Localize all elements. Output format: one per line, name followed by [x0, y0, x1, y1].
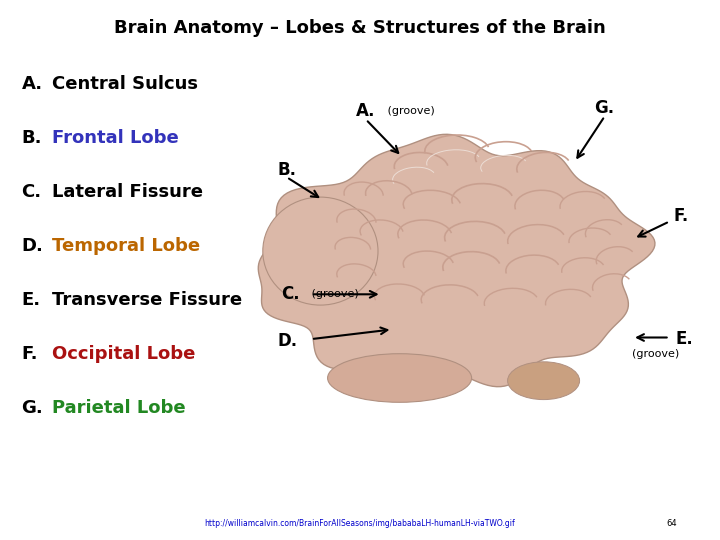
Text: B.: B.: [277, 161, 296, 179]
Text: Brain Anatomy – Lobes & Structures of the Brain: Brain Anatomy – Lobes & Structures of th…: [114, 19, 606, 37]
Text: F.: F.: [673, 207, 688, 225]
Text: A.: A.: [22, 75, 42, 93]
Text: A.: A.: [356, 102, 376, 120]
Text: Central Sulcus: Central Sulcus: [52, 75, 198, 93]
Text: Frontal Lobe: Frontal Lobe: [52, 129, 179, 147]
Text: G.: G.: [594, 99, 614, 117]
Text: (groove): (groove): [308, 289, 359, 299]
Text: (groove): (groove): [632, 349, 680, 359]
Text: E.: E.: [22, 291, 41, 309]
Ellipse shape: [328, 354, 472, 402]
Ellipse shape: [508, 362, 580, 400]
Text: G.: G.: [22, 399, 43, 417]
Ellipse shape: [263, 197, 378, 305]
Text: Temporal Lobe: Temporal Lobe: [52, 237, 200, 255]
Text: B.: B.: [22, 129, 42, 147]
Text: D.: D.: [22, 237, 43, 255]
Text: Parietal Lobe: Parietal Lobe: [52, 399, 186, 417]
Text: F.: F.: [22, 345, 38, 363]
Text: Occipital Lobe: Occipital Lobe: [52, 345, 195, 363]
Text: D.: D.: [277, 332, 297, 350]
Text: 64: 64: [666, 519, 677, 528]
Text: http://williamcalvin.com/BrainForAllSeasons/img/bababaLH-humanLH-viaTWO.gif: http://williamcalvin.com/BrainForAllSeas…: [204, 519, 516, 528]
Text: Transverse Fissure: Transverse Fissure: [52, 291, 242, 309]
Text: C.: C.: [281, 285, 300, 303]
PathPatch shape: [258, 134, 655, 387]
Text: E.: E.: [675, 330, 693, 348]
Text: (groove): (groove): [384, 106, 434, 116]
Text: Lateral Fissure: Lateral Fissure: [52, 183, 203, 201]
Text: C.: C.: [22, 183, 42, 201]
